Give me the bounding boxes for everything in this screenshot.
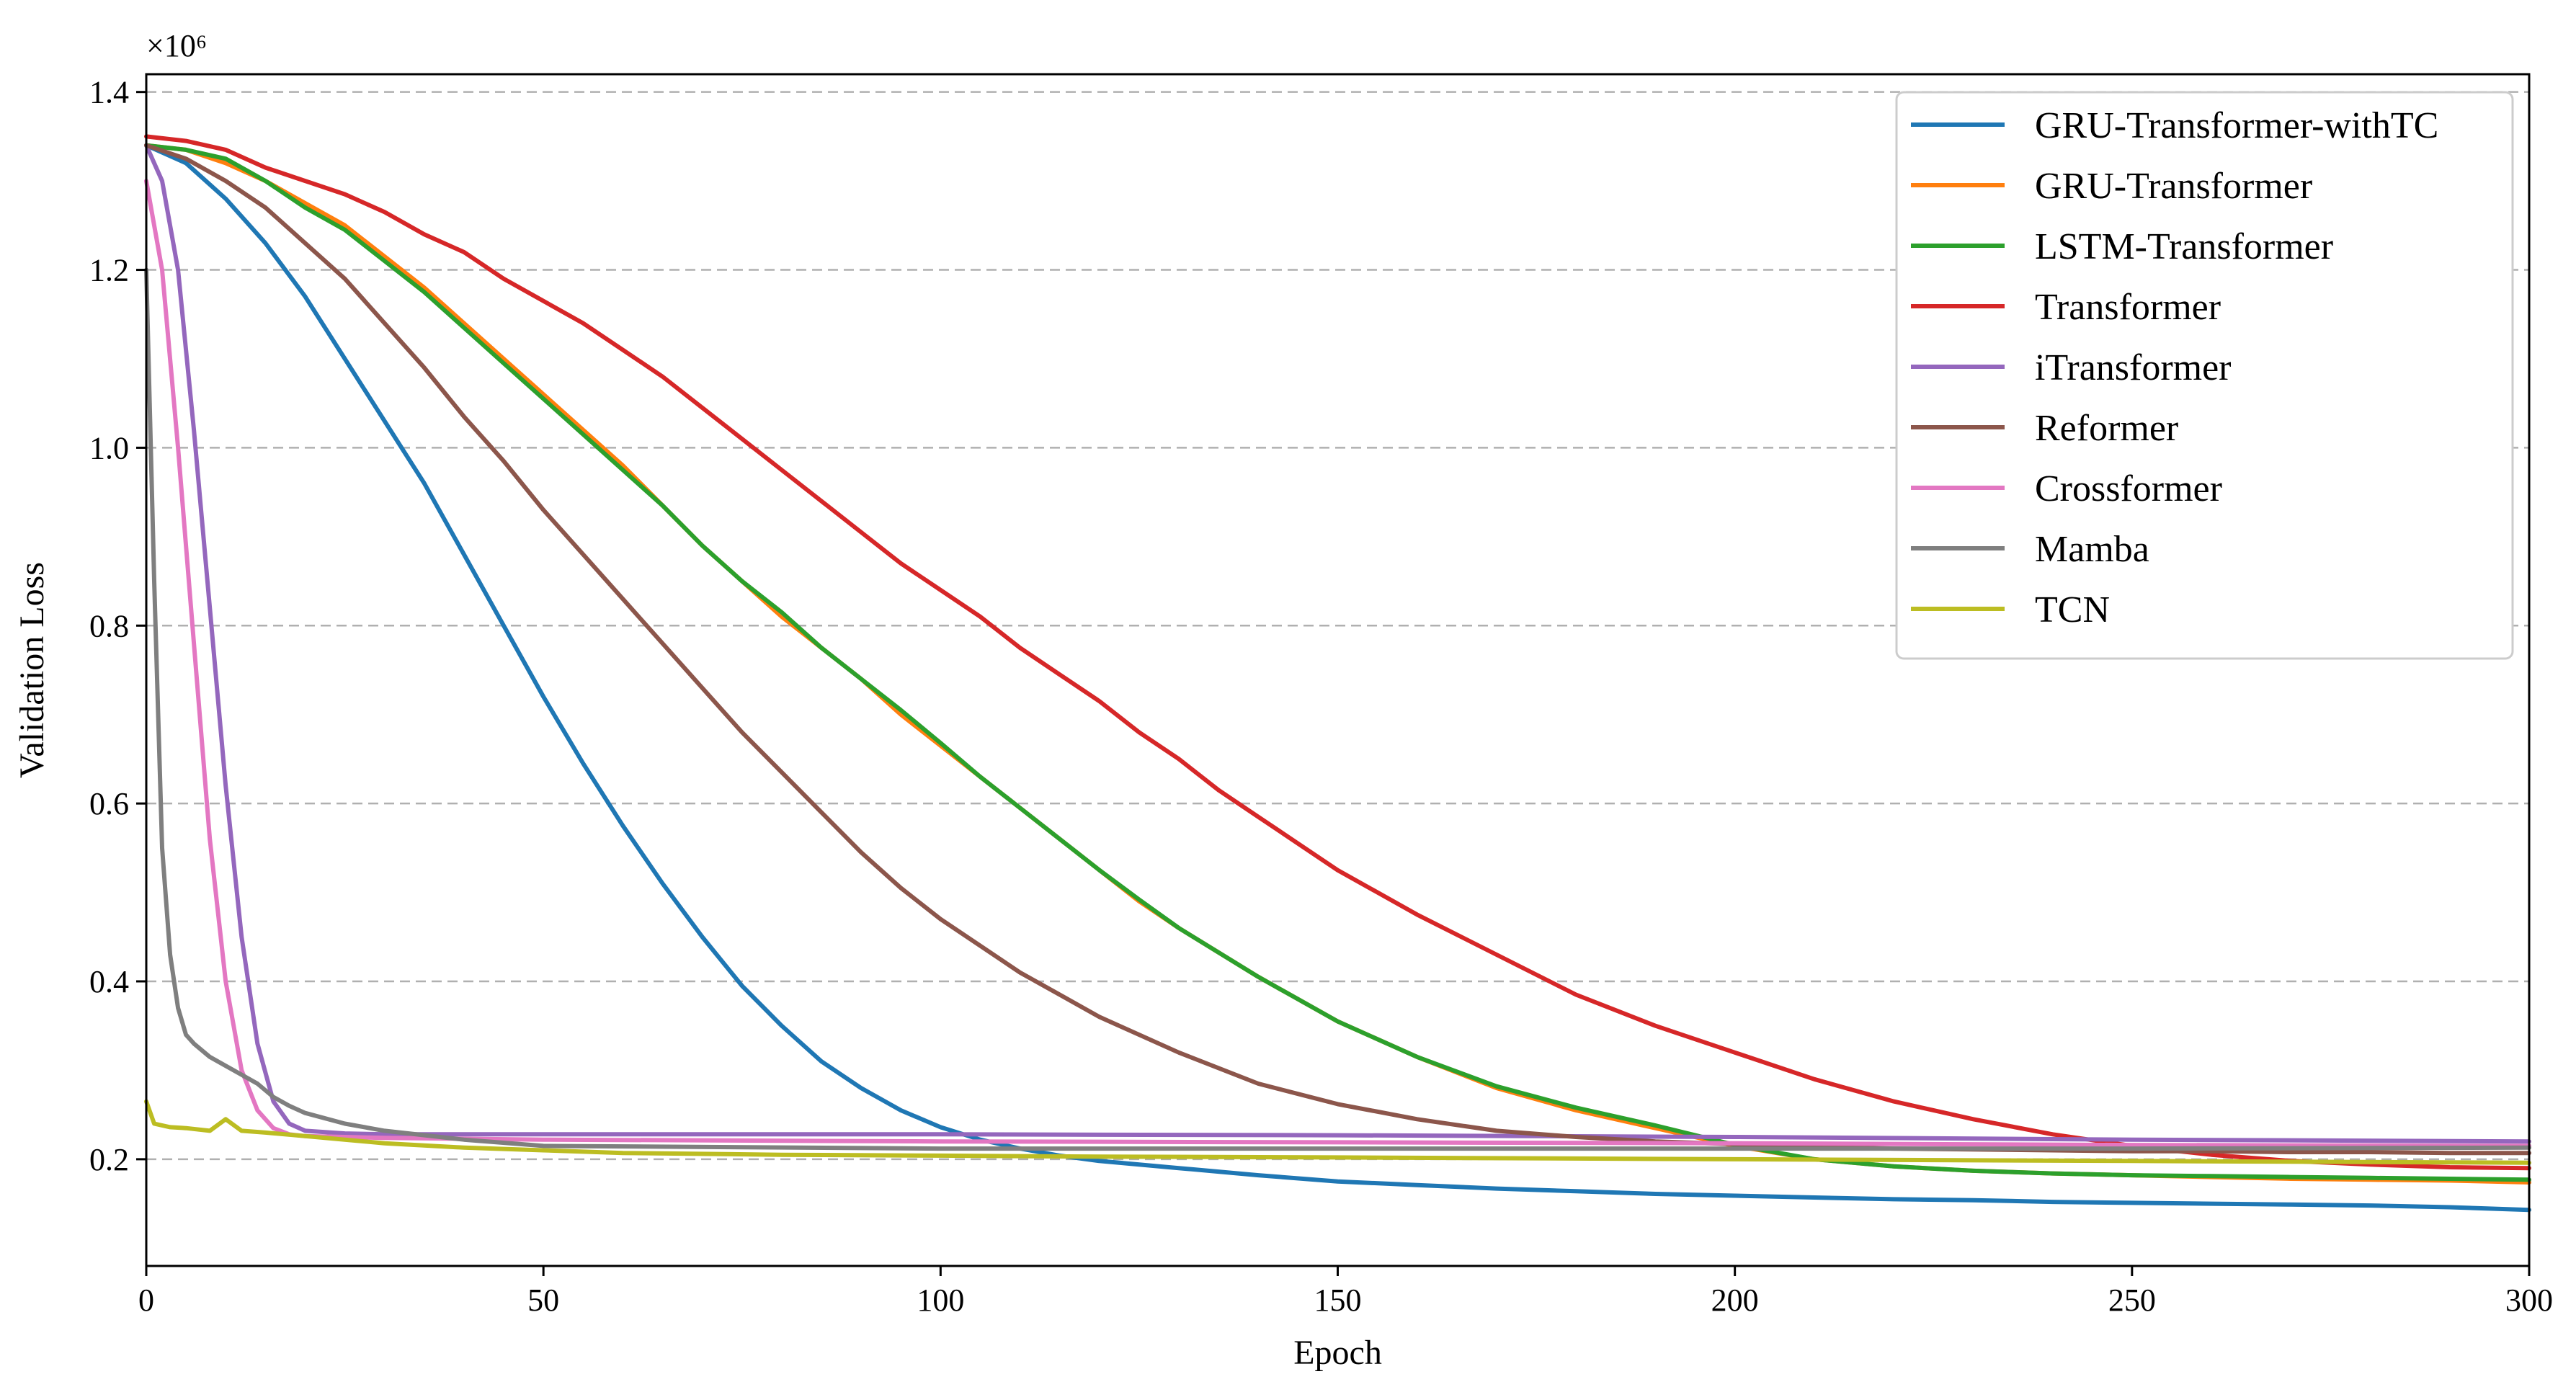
- series-line-5: [144, 143, 2531, 1144]
- y-tick-label: 0.2: [89, 1142, 129, 1177]
- series-line-8: [144, 267, 2531, 1151]
- legend-label: TCN: [2035, 589, 2110, 630]
- series-line-3: [144, 143, 2531, 1182]
- y-tick-label: 1.0: [89, 430, 129, 465]
- legend-label: GRU-Transformer: [2035, 166, 2312, 207]
- x-tick-label: 200: [1711, 1283, 1759, 1318]
- series-line-4: [144, 134, 2531, 1171]
- y-tick-label: 0.6: [89, 786, 129, 821]
- x-tick-label: 250: [2108, 1283, 2156, 1318]
- legend-label: LSTM-Transformer: [2035, 226, 2333, 267]
- x-axis-label: Epoch: [1293, 1334, 1382, 1372]
- y-tick-label: 0.4: [89, 964, 129, 999]
- x-tick-label: 100: [917, 1283, 964, 1318]
- legend-label: GRU-Transformer-withTC: [2035, 105, 2438, 146]
- legend: GRU-Transformer-withTC GRU-Transformer LST…: [1895, 91, 2514, 660]
- y-axis-multiplier: ×10⁶: [146, 28, 207, 63]
- y-axis-label: Validation Loss: [13, 562, 51, 778]
- x-tick-label: 300: [2505, 1283, 2553, 1318]
- x-tick-label: 50: [527, 1283, 559, 1318]
- legend-label: Mamba: [2035, 529, 2149, 570]
- x-tick-label: 0: [138, 1283, 154, 1318]
- axis-ticks: 0.2 0.4 0.6 0.8 1.0 1.2 1.4 0 50 100 150 200 250 300: [89, 75, 2553, 1318]
- series-line-9: [144, 1099, 2531, 1165]
- y-tick-label: 0.8: [89, 608, 129, 643]
- legend-label: Transformer: [2035, 287, 2221, 328]
- legend-label: Crossformer: [2035, 468, 2222, 509]
- legend-box: [1895, 91, 2514, 660]
- series-lines: [144, 134, 2531, 1213]
- legend-label: iTransformer: [2035, 347, 2232, 388]
- legend-label: Reformer: [2035, 408, 2178, 449]
- y-tick-label: 1.4: [89, 75, 129, 110]
- y-tick-label: 1.2: [89, 253, 129, 288]
- x-tick-label: 150: [1314, 1283, 1362, 1318]
